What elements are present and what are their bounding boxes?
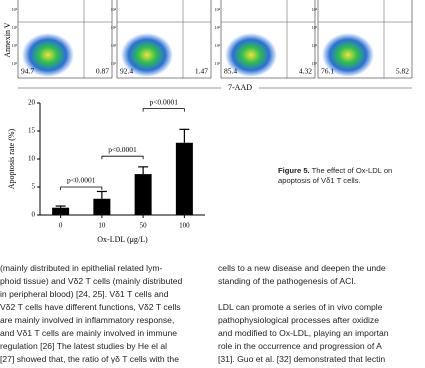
figure-caption: Figure 5. The effect of Ox-LDL on apopto… <box>278 166 418 186</box>
tick-label: 10² <box>12 43 18 48</box>
x-axis-label: 7-AAD <box>228 83 252 92</box>
y-tick-label: 10 <box>28 155 36 163</box>
density-blob <box>121 33 173 77</box>
text-line: are mainly involved in inflammatory resp… <box>0 315 175 325</box>
significance-bracket <box>60 186 103 190</box>
label-bg <box>221 82 259 94</box>
y-axis-label: Apoptosis rate (%) <box>7 128 16 189</box>
text-line: and Vδ1 T cells are mainly involved in i… <box>0 328 178 338</box>
tick-label: 10² <box>111 43 117 48</box>
text-line: [31]. Guo et al. [32] demonstrated that … <box>218 354 386 364</box>
y-tick-label: 15 <box>28 127 36 135</box>
significance-label: p<0.0001 <box>67 176 96 185</box>
text-line: (mainly distributed in epithelial relate… <box>0 263 163 273</box>
tick-label: 10¹ <box>12 61 18 66</box>
x-tick-label: 50 <box>140 222 148 230</box>
tick-label: 10³ <box>215 25 221 30</box>
density-blob <box>322 33 374 77</box>
tick-label: 10¹ <box>215 61 221 66</box>
bar <box>93 198 111 215</box>
bar <box>134 174 152 215</box>
x-tick-label: 100 <box>179 222 190 230</box>
tick-label: 10⁴ <box>12 7 18 12</box>
tick-label: 10¹ <box>312 61 318 66</box>
significance-label: p<0.0001 <box>108 145 137 154</box>
caption-label: Figure 5. <box>278 166 310 175</box>
text-line: pathophysiological processes after oxidi… <box>218 315 379 325</box>
tick-label: 10³ <box>111 25 117 30</box>
text-column: cells to a new disease and deepen the un… <box>218 262 425 366</box>
tick-label: 10⁴ <box>312 7 318 12</box>
text-line: cells to a new disease and deepen the un… <box>218 263 386 273</box>
y-tick-label: 5 <box>32 183 36 191</box>
x-tick-label: 10 <box>98 222 106 230</box>
quadrant-value: 85.4 <box>224 67 237 76</box>
tick-label: 10¹ <box>111 61 117 66</box>
quadrant-value: 1.47 <box>195 67 208 76</box>
tick-label: 10² <box>312 43 318 48</box>
significance-label: p<0.0001 <box>149 97 178 106</box>
y-tick-label: 0 <box>32 211 36 219</box>
y-tick-label: 20 <box>28 99 36 107</box>
text-line: role in the occurrence and progression o… <box>218 341 382 351</box>
bar <box>175 142 193 215</box>
flow-plot-frame <box>17 0 113 79</box>
significance-bracket <box>142 108 185 112</box>
x-tick-label: 0 <box>59 222 63 230</box>
y-axis-label: Annexin V <box>3 22 12 57</box>
quadrant-value: 76.1 <box>321 67 334 76</box>
quadrant-value: 0.87 <box>96 67 109 76</box>
quadrant-value: 92.4 <box>120 67 133 76</box>
flow-plot-frame <box>116 0 212 79</box>
quadrant-value: 94.7 <box>21 67 34 76</box>
text-column: (mainly distributed in epithelial relate… <box>0 262 206 366</box>
flow-plot-frame <box>317 0 413 79</box>
flow-plot-frame <box>220 0 316 79</box>
text-line: in peripheral blood) [24, 25]. Vδ1 T cel… <box>0 289 169 299</box>
x-axis-label: Ox-LDL (μg/L) <box>97 235 148 244</box>
text-line: [27] showed that, the ratio of γδ T cell… <box>0 354 179 364</box>
text-line: Vδ2 T cells have different functions, Vδ… <box>0 302 181 312</box>
text-line: standing of the pathogenesis of ACI. <box>218 276 357 286</box>
quadrant-value: 5.82 <box>396 67 409 76</box>
quadrant-value: 4.32 <box>299 67 312 76</box>
caption-text: The effect of Ox-LDL on apoptosis of Vδ1… <box>278 166 393 185</box>
tick-label: 10³ <box>12 25 18 30</box>
density-blob <box>22 33 74 77</box>
tick-label: 10³ <box>312 25 318 30</box>
tick-label: 10² <box>215 43 221 48</box>
text-line: LDL can promote a series of in vivo comp… <box>218 302 383 312</box>
text-line: phoid tissue) and Vδ2 T cells (mainly di… <box>0 276 183 286</box>
significance-bracket <box>101 155 144 160</box>
text-line: regulation [26] The latest studies by He… <box>0 341 168 351</box>
bar <box>52 207 70 215</box>
tick-label: 10⁴ <box>111 7 117 12</box>
text-line: and modified to Ox-LDL, playing an impor… <box>218 328 389 338</box>
density-blob <box>225 33 277 77</box>
tick-label: 10⁴ <box>215 7 221 12</box>
